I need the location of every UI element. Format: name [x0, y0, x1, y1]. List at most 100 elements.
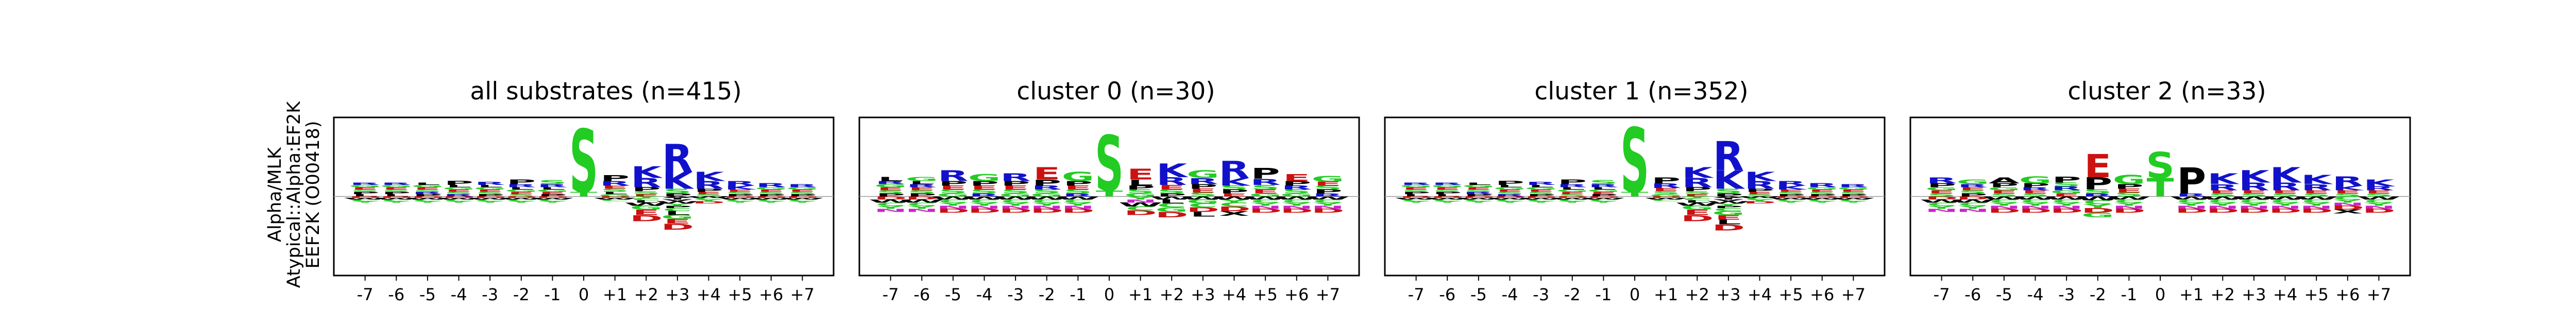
logo-letter-C: C — [382, 199, 411, 202]
logo-letter-G: G — [937, 193, 970, 198]
logo-letter-Y: Y — [1313, 202, 1343, 207]
logo-letter-S: S — [1683, 190, 1711, 195]
logo-letter-Y: Y — [350, 201, 380, 203]
logo-letter-Y: Y — [2208, 202, 2238, 207]
x-tick-label: +4 — [2273, 285, 2297, 304]
logo-letter-R: R — [1031, 185, 1062, 191]
logo-letter-E: E — [2334, 190, 2361, 195]
logo-letter-D: D — [473, 196, 506, 199]
x-tick-label: +7 — [1841, 285, 1866, 304]
logo-letter-P: P — [663, 193, 692, 198]
logo-letter-E: E — [1558, 191, 1586, 195]
logo-letter-P: P — [1839, 194, 1868, 197]
logo-letter-S: S — [1282, 188, 1311, 195]
logo-letter-D: D — [874, 196, 907, 201]
logo-letter-Y: Y — [1526, 201, 1556, 203]
logo-letter-R: R — [938, 167, 969, 184]
x-tick-label: +7 — [790, 285, 815, 304]
logo-letter-D: D — [2081, 207, 2114, 214]
logo-letter-D: D — [1681, 213, 1714, 223]
logo-letter-W: W — [2232, 196, 2276, 201]
logo-letter-P: P — [350, 191, 380, 195]
x-tick-label: +2 — [1685, 285, 1709, 304]
logo-letter-W: W — [1181, 196, 1225, 201]
logo-letter-C: C — [1589, 199, 1618, 202]
panel-title-all-substrates: all substrates (n=415) — [470, 77, 742, 106]
logo-letter-L: L — [1128, 178, 1153, 188]
logo-letter-C: C — [725, 199, 755, 202]
logo-letter-R: R — [1713, 134, 1744, 180]
logo-letter-W: W — [1769, 198, 1812, 200]
logo-letter-P: P — [938, 180, 968, 187]
logo-letter-T: T — [1096, 189, 1123, 199]
logo-letter-R: R — [2051, 185, 2082, 192]
logo-letter-W: W — [1582, 198, 1625, 200]
logo-letter-E: E — [383, 186, 410, 190]
logo-letter-S: S — [1527, 191, 1555, 195]
logo-letter-L: L — [1435, 194, 1460, 197]
logo-letter-S: S — [2333, 193, 2362, 198]
logo-letter-S: S — [1433, 189, 1462, 193]
logo-letter-Y: Y — [537, 201, 568, 203]
logo-letter-P: P — [876, 193, 905, 198]
logo-letter-Y: Y — [1744, 199, 1775, 202]
logo-letter-D: D — [1524, 196, 1557, 199]
logo-letter-C: C — [2052, 199, 2081, 204]
logo-letter-W: W — [931, 196, 975, 201]
x-tick-label: 0 — [579, 285, 589, 304]
logo-letter-Y: Y — [2332, 199, 2363, 204]
logo-letter-S: S — [1652, 190, 1681, 195]
logo-letter-S: S — [1927, 193, 1956, 198]
logo-letter-G: G — [1312, 174, 1345, 184]
logo-letter-C: C — [1958, 202, 1988, 207]
logo-letter-E: E — [539, 191, 566, 195]
x-tick-label: +5 — [1253, 285, 1278, 304]
logo-letter-R: R — [906, 183, 937, 188]
logo-letter-L: L — [1560, 186, 1585, 190]
logo-letter-S: S — [1095, 120, 1124, 209]
logo-letter-R: R — [1250, 177, 1281, 187]
logo-letter-C: C — [1527, 199, 1556, 202]
x-tick-label: +1 — [603, 285, 627, 304]
logo-letter-E: E — [633, 208, 660, 217]
logo-letter-E: E — [1434, 186, 1461, 190]
logo-letter-E: E — [1777, 189, 1805, 193]
x-tick-label: 0 — [2155, 285, 2165, 304]
logo-letter-D: D — [505, 196, 538, 199]
logo-letter-S: S — [1589, 179, 1618, 185]
logo-letter-S: S — [1189, 192, 1217, 198]
logo-letter-G: G — [2113, 173, 2146, 187]
logo-letter-G: G — [1712, 210, 1745, 216]
logo-letter-W: W — [1212, 196, 1256, 201]
logo-letter-N: N — [968, 205, 1001, 210]
logo-letter-G: G — [1494, 186, 1527, 190]
logo-letter-R: R — [724, 180, 755, 187]
logo-letter-E: E — [1746, 191, 1773, 195]
logo-letter-Y: Y — [1401, 201, 1431, 203]
logo-letter-W: W — [1456, 198, 1500, 200]
logo-letter-D: D — [1311, 208, 1344, 214]
logo-letter-D: D — [692, 200, 725, 204]
logo-letter-R: R — [1495, 194, 1526, 197]
logo-letter-D: D — [2112, 208, 2145, 214]
logo-letter-D: D — [2268, 208, 2301, 214]
logo-letter-W: W — [1706, 200, 1750, 204]
logo-letter-K: K — [2301, 173, 2333, 187]
logo-letter-G: G — [505, 189, 538, 193]
logo-letter-Y: Y — [475, 201, 505, 203]
logo-letter-N: N — [2175, 205, 2208, 210]
logo-letter-G: G — [1431, 184, 1464, 188]
x-tick-label: +2 — [634, 285, 658, 304]
panel-title-cluster-2: cluster 2 (n=33) — [2067, 77, 2266, 106]
logo-letter-N: N — [1061, 205, 1095, 210]
logo-letter-Y: Y — [1838, 201, 1869, 203]
logo-letter-P: P — [1126, 185, 1155, 191]
logo-letter-Y: Y — [1557, 201, 1587, 203]
x-tick-label: +7 — [1316, 285, 1340, 304]
logo-letter-Y: Y — [787, 201, 818, 203]
logo-letter-Y: Y — [693, 199, 724, 202]
x-tick-label: +6 — [759, 285, 783, 304]
logo-letter-W: W — [375, 198, 418, 200]
logo-letter-C: C — [1651, 199, 1681, 202]
